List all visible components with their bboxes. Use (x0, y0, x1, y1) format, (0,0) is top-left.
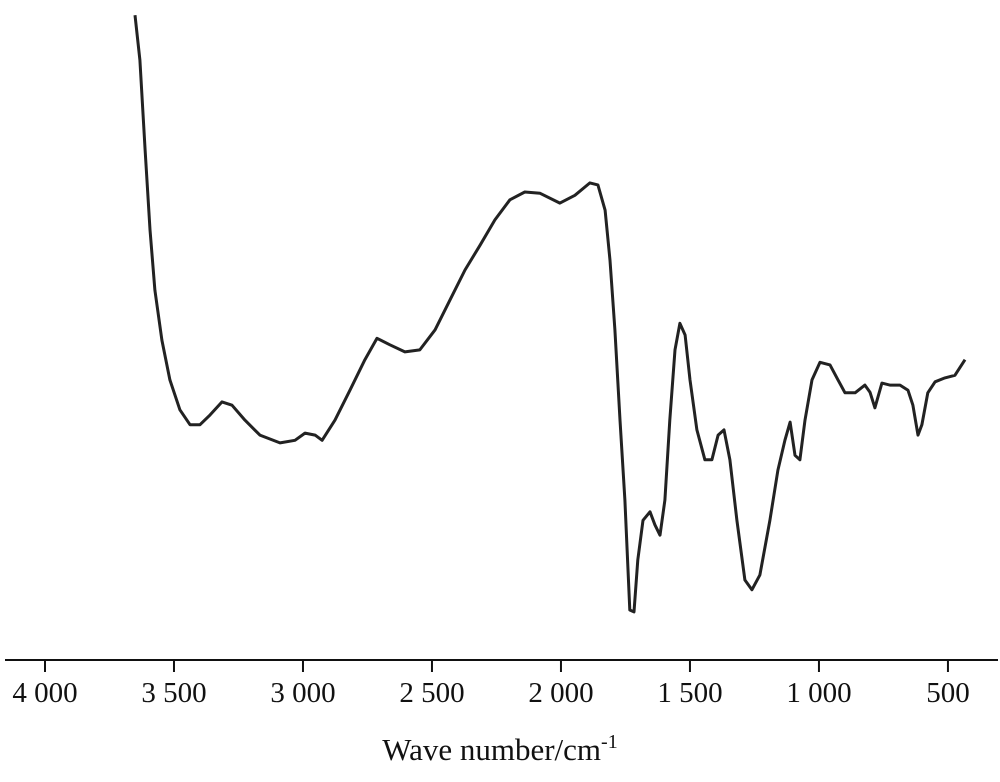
x-tick-label: 4 000 (12, 677, 77, 709)
x-axis-label-sup: -1 (601, 731, 618, 753)
spectrum-line (133, 15, 967, 614)
x-axis-label-main: Wave number/cm (382, 732, 601, 767)
x-tick-label: 3 000 (270, 677, 335, 709)
x-tick-label: 1 500 (657, 677, 722, 709)
x-tick-label: 2 500 (399, 677, 464, 709)
x-axis-label: Wave number/cm-1 (382, 731, 617, 767)
x-tick-label: 1 000 (786, 677, 851, 709)
x-tick-label: 2 000 (528, 677, 593, 709)
x-tick-label: 3 500 (141, 677, 206, 709)
x-tick-label: 500 (926, 677, 970, 709)
